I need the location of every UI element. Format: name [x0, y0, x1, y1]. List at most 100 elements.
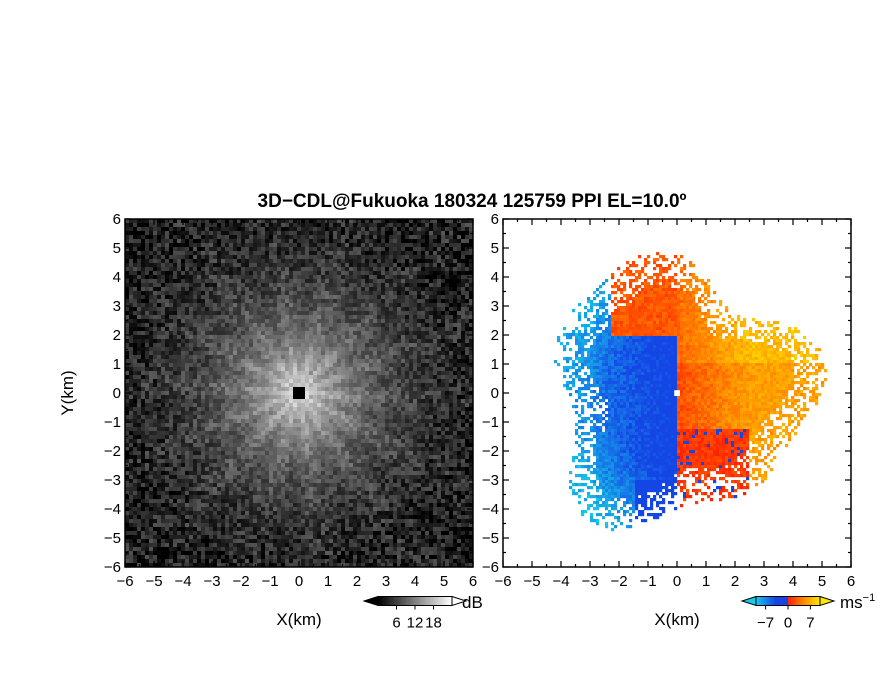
reflectivity-cell [225, 263, 230, 268]
reflectivity-cell [185, 223, 190, 228]
reflectivity-cell [137, 307, 142, 312]
reflectivity-cell [193, 399, 198, 404]
reflectivity-cell [265, 507, 270, 512]
reflectivity-cell [329, 511, 334, 516]
reflectivity-cell [129, 375, 134, 380]
reflectivity-cell [229, 235, 234, 240]
reflectivity-cell [325, 427, 330, 432]
reflectivity-cell [337, 563, 342, 568]
reflectivity-cell [245, 355, 250, 360]
reflectivity-cell [301, 563, 306, 568]
reflectivity-cell [137, 287, 142, 292]
reflectivity-cell [305, 439, 310, 444]
reflectivity-cell [345, 247, 350, 252]
reflectivity-cell [281, 339, 286, 344]
reflectivity-cell [173, 435, 178, 440]
reflectivity-cell [285, 343, 290, 348]
reflectivity-cell [269, 527, 274, 532]
reflectivity-cell [153, 467, 158, 472]
reflectivity-cell [277, 327, 282, 332]
reflectivity-cell [317, 367, 322, 372]
reflectivity-cell [165, 227, 170, 232]
reflectivity-cell [345, 399, 350, 404]
reflectivity-cell [281, 503, 286, 508]
reflectivity-cell [261, 551, 266, 556]
reflectivity-cell [205, 451, 210, 456]
reflectivity-cell [273, 435, 278, 440]
reflectivity-cell [201, 311, 206, 316]
reflectivity-cell [177, 291, 182, 296]
reflectivity-cell [181, 487, 186, 492]
reflectivity-cell [309, 399, 314, 404]
reflectivity-cell [245, 431, 250, 436]
reflectivity-cell [257, 363, 262, 368]
reflectivity-cell [205, 431, 210, 436]
reflectivity-cell [157, 367, 162, 372]
reflectivity-cell [325, 435, 330, 440]
reflectivity-cell [157, 527, 162, 532]
reflectivity-cell [337, 459, 342, 464]
reflectivity-cell [201, 479, 206, 484]
reflectivity-cell [269, 415, 274, 420]
reflectivity-cell [129, 395, 134, 400]
reflectivity-cell [253, 439, 258, 444]
reflectivity-cell [205, 415, 210, 420]
reflectivity-cell [181, 391, 186, 396]
reflectivity-cell [341, 355, 346, 360]
reflectivity-cell [169, 227, 174, 232]
reflectivity-cell [337, 471, 342, 476]
reflectivity-cell [229, 415, 234, 420]
reflectivity-cell [317, 295, 322, 300]
reflectivity-cell [269, 467, 274, 472]
reflectivity-cell [237, 287, 242, 292]
reflectivity-cell [341, 219, 346, 224]
reflectivity-cell [289, 327, 294, 332]
reflectivity-cell [173, 519, 178, 524]
reflectivity-cell [321, 523, 326, 528]
reflectivity-cell [245, 219, 250, 224]
reflectivity-cell [301, 495, 306, 500]
reflectivity-cell [185, 451, 190, 456]
reflectivity-cell [197, 559, 202, 564]
reflectivity-cell [233, 539, 238, 544]
reflectivity-cell [185, 231, 190, 236]
reflectivity-cell [141, 263, 146, 268]
reflectivity-cell [349, 275, 354, 280]
reflectivity-cell [209, 387, 214, 392]
reflectivity-cell [157, 515, 162, 520]
reflectivity-cell [301, 339, 306, 344]
reflectivity-cell [137, 519, 142, 524]
reflectivity-cell [321, 275, 326, 280]
reflectivity-cell [169, 535, 174, 540]
reflectivity-cell [329, 495, 334, 500]
reflectivity-cell [185, 335, 190, 340]
reflectivity-cell [133, 403, 138, 408]
reflectivity-cell [209, 307, 214, 312]
reflectivity-cell [241, 479, 246, 484]
reflectivity-cell [153, 387, 158, 392]
reflectivity-cell [257, 375, 262, 380]
reflectivity-cell [181, 259, 186, 264]
reflectivity-cell [161, 443, 166, 448]
reflectivity-cell [125, 227, 130, 232]
reflectivity-cell [317, 339, 322, 344]
reflectivity-cell [337, 339, 342, 344]
reflectivity-cell [173, 363, 178, 368]
reflectivity-cell [149, 539, 154, 544]
reflectivity-cell [221, 291, 226, 296]
reflectivity-cell [181, 547, 186, 552]
reflectivity-cell [229, 487, 234, 492]
reflectivity-cell [333, 507, 338, 512]
reflectivity-cell [173, 543, 178, 548]
reflectivity-cell [229, 447, 234, 452]
reflectivity-cell [213, 491, 218, 496]
reflectivity-cell [149, 535, 154, 540]
reflectivity-cell [145, 255, 150, 260]
reflectivity-cell [205, 283, 210, 288]
reflectivity-cell [145, 403, 150, 408]
reflectivity-cell [153, 523, 158, 528]
reflectivity-cell [273, 467, 278, 472]
reflectivity-cell [341, 555, 346, 560]
reflectivity-cell [209, 495, 214, 500]
reflectivity-cell [173, 359, 178, 364]
